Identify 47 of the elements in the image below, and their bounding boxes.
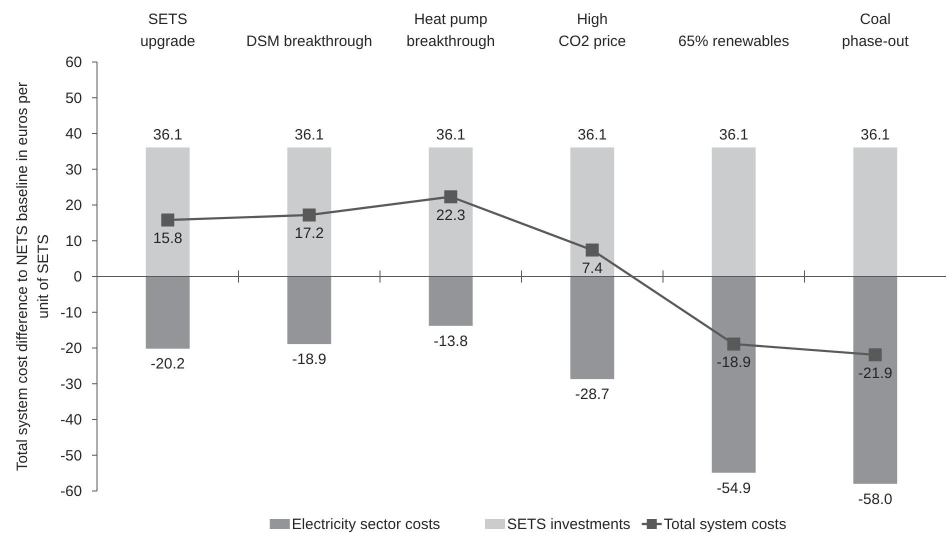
data-label: 7.4: [582, 260, 603, 278]
data-label: 36.1: [578, 126, 607, 144]
data-label: -20.2: [150, 356, 185, 373]
data-label: 15.8: [153, 230, 182, 248]
y-axis-title: Total system cost difference to NETS baseline in euros per unit of SETS: [14, 82, 52, 472]
y-tick-label: 50: [65, 90, 82, 107]
data-label: 17.2: [294, 225, 324, 242]
x-tick-label: Heat pump breakthrough: [406, 11, 495, 50]
point: [868, 348, 882, 362]
legend-label: Total system costs: [664, 516, 786, 533]
y-tick-label: 30: [65, 161, 82, 178]
y-tick-label: -10: [60, 304, 82, 322]
x-tick-label: Coal phase-out: [842, 11, 910, 50]
point: [586, 244, 599, 257]
y-tick-label: 60: [65, 54, 82, 71]
point: [161, 214, 174, 227]
data-label: 36.1: [153, 126, 182, 144]
y-tick-label: 20: [65, 197, 82, 214]
data-label: -28.7: [575, 386, 610, 404]
data-label: 36.1: [436, 126, 466, 144]
legend-label: Electricity sector costs: [292, 516, 440, 533]
y-tick-label: -60: [60, 483, 82, 500]
y-tick-label: 40: [65, 126, 82, 142]
y-tick-label: 10: [65, 232, 82, 250]
x-tick-label: 65% renewables: [678, 33, 790, 50]
y-tick-label: -20: [60, 340, 82, 357]
data-label: 36.1: [719, 126, 748, 144]
data-label: -58.0: [858, 490, 892, 508]
data-label: -54.9: [716, 480, 751, 497]
data-label: -18.9: [292, 351, 326, 368]
point: [444, 190, 458, 204]
point: [727, 338, 740, 351]
data-label: -18.9: [716, 354, 751, 372]
point: [302, 208, 316, 222]
y-tick-label: -30: [60, 376, 82, 393]
data-label: -13.8: [434, 332, 468, 350]
data-label: -21.9: [858, 364, 892, 382]
x-tick-label: DSM breakthrough: [246, 33, 372, 50]
data-label: 22.3: [436, 206, 466, 224]
data-label: 36.1: [860, 126, 890, 144]
y-tick-label: 0: [74, 268, 82, 286]
y-tick-label: -50: [60, 447, 82, 464]
x-tick-label: SETS upgrade: [140, 11, 196, 50]
legend-label: SETS investments: [507, 516, 630, 533]
x-tick-label: High CO2 price: [558, 11, 626, 50]
y-tick-label: -40: [60, 412, 82, 428]
data-label: 36.1: [294, 126, 324, 144]
